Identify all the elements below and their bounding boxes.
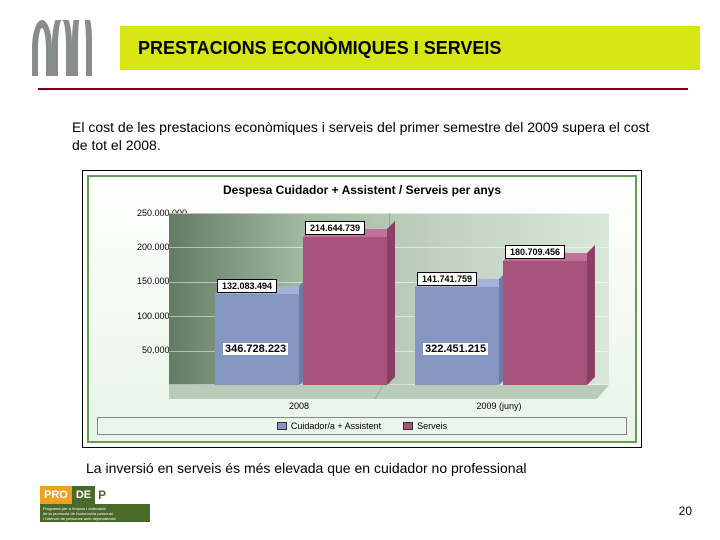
legend-label-cuidador: Cuidador/a + Assistent xyxy=(291,421,381,431)
label-2009-cuidador: 141.741.759 xyxy=(417,272,477,286)
header-underline xyxy=(38,88,688,90)
page-title: PRESTACIONS ECONÒMIQUES I SERVEIS xyxy=(138,38,501,59)
chart-floor xyxy=(169,385,609,399)
chart-frame: Despesa Cuidador + Assistent / Serveis p… xyxy=(87,175,637,443)
bar-2009-cuidador: 322.451.215 xyxy=(415,287,499,385)
prodep-subtitle: Programa per a l'impuls i ordenació de l… xyxy=(40,504,150,522)
chart-body: 0 50.000.000 100.000.000 150.000.000 200… xyxy=(91,201,633,417)
page-number: 20 xyxy=(679,504,692,518)
footer-paragraph: La inversió en serveis és més elevada qu… xyxy=(86,460,666,476)
arches-logo xyxy=(32,20,94,81)
chart-outer-border: Despesa Cuidador + Assistent / Serveis p… xyxy=(82,170,642,448)
chart-title: Despesa Cuidador + Assistent / Serveis p… xyxy=(91,183,633,197)
label-2008-cuidador: 132.083.494 xyxy=(217,279,277,293)
legend-item-cuidador: Cuidador/a + Assistent xyxy=(277,421,381,431)
chart-container: Despesa Cuidador + Assistent / Serveis p… xyxy=(82,170,642,448)
prodep-logo: PRO DE P Programa per a l'impuls i orden… xyxy=(40,486,150,522)
total-2009: 322.451.215 xyxy=(423,343,488,355)
header-bar: PRESTACIONS ECONÒMIQUES I SERVEIS xyxy=(120,26,700,70)
prodep-p: P xyxy=(95,486,109,504)
bar-2008-serveis xyxy=(303,237,387,385)
total-2008: 346.728.223 xyxy=(223,343,288,355)
chart-legend: Cuidador/a + Assistent Serveis xyxy=(97,417,627,435)
legend-label-serveis: Serveis xyxy=(417,421,447,431)
intro-paragraph: El cost de les prestacions econòmiques i… xyxy=(72,118,662,154)
chart-plot-area: 346.728.223 322.451.215 xyxy=(169,213,609,385)
x-tick-2008: 2008 xyxy=(289,401,309,411)
prodep-de: DE xyxy=(72,486,95,504)
bar-2009-serveis xyxy=(503,261,587,385)
legend-swatch-cuidador xyxy=(277,422,287,430)
legend-item-serveis: Serveis xyxy=(403,421,447,431)
label-2009-serveis: 180.709.456 xyxy=(505,245,565,259)
prodep-pro: PRO xyxy=(40,486,72,504)
label-2008-serveis: 214.644.739 xyxy=(305,221,365,235)
legend-swatch-serveis xyxy=(403,422,413,430)
bar-2008-cuidador: 346.728.223 xyxy=(215,294,299,385)
x-tick-2009: 2009 (juny) xyxy=(476,401,521,411)
